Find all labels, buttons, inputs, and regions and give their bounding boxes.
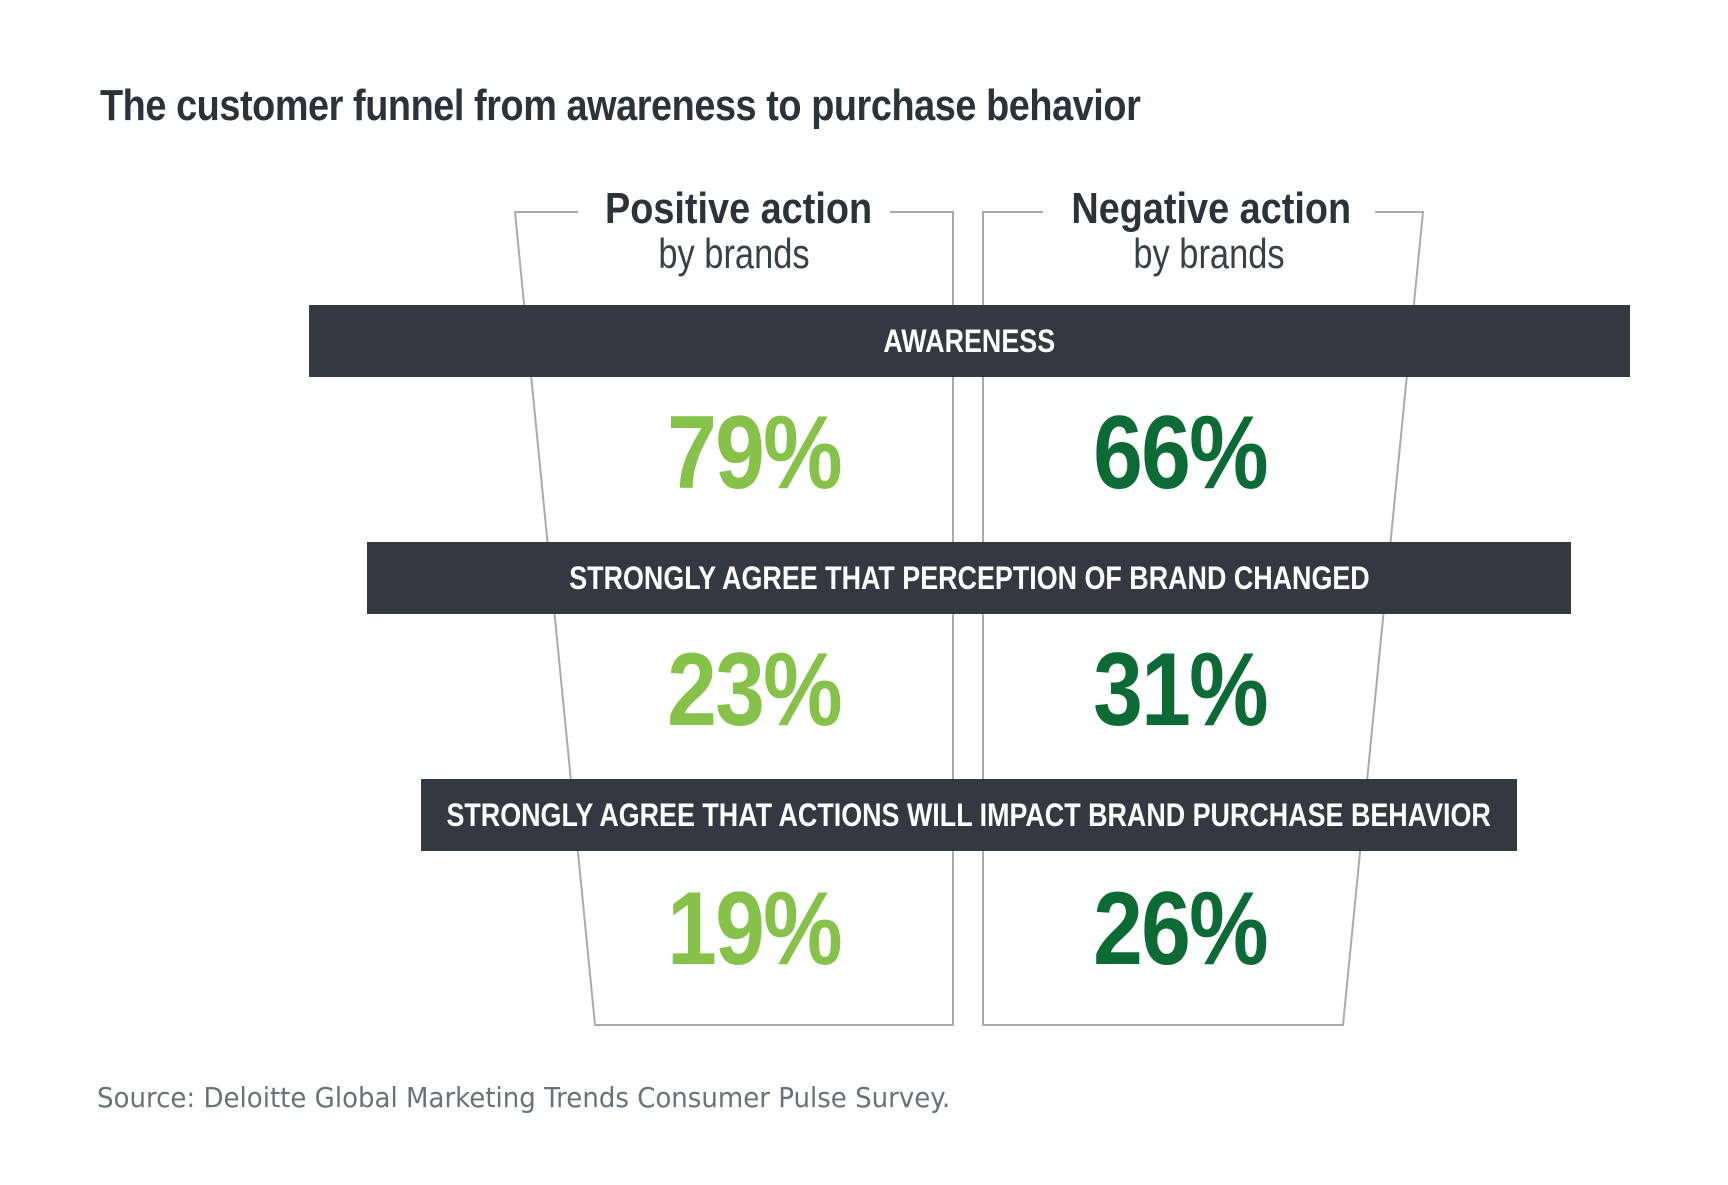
chart-title: The customer funnel from awareness to pu…	[100, 81, 1141, 130]
stage-label-perception: STRONGLY AGREE THAT PERCEPTION OF BRAND …	[568, 559, 1370, 596]
stage-band-awareness: AWARENESS	[309, 305, 1630, 377]
value-perception-positive: 23%	[667, 632, 843, 748]
column-header-negative-title: Negative action	[1071, 184, 1352, 233]
stage-label-purchase: STRONGLY AGREE THAT ACTIONS WILL IMPACT …	[446, 796, 1492, 833]
stage-band-perception: STRONGLY AGREE THAT PERCEPTION OF BRAND …	[367, 542, 1571, 614]
value-purchase-negative: 26%	[1093, 871, 1269, 987]
column-header-positive-title: Positive action	[605, 184, 873, 233]
stage-label-awareness: AWARENESS	[883, 322, 1056, 359]
stage-band-purchase: STRONGLY AGREE THAT ACTIONS WILL IMPACT …	[421, 779, 1517, 851]
column-header-positive-subtitle: by brands	[658, 230, 810, 277]
value-awareness-negative: 66%	[1093, 395, 1269, 511]
value-purchase-positive: 19%	[667, 871, 843, 987]
value-perception-negative: 31%	[1093, 632, 1269, 748]
column-header-positive: Positive action by brands	[578, 186, 890, 276]
column-header-negative-subtitle: by brands	[1133, 230, 1285, 277]
source-note: Source: Deloitte Global Marketing Trends…	[97, 1081, 951, 1114]
value-awareness-positive: 79%	[667, 395, 843, 511]
column-header-negative: Negative action by brands	[1043, 186, 1375, 276]
